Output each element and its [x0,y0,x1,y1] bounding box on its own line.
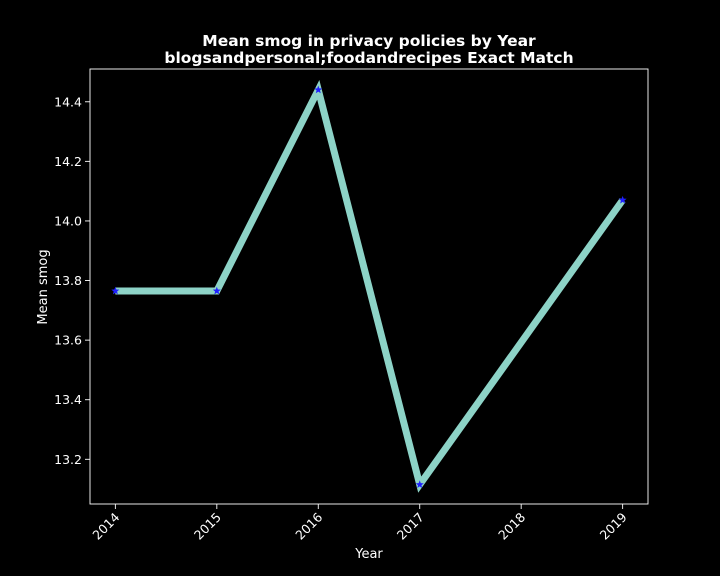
y-axis-label: Mean smog [36,249,51,324]
y-tick-label: 13.8 [54,273,82,288]
data-markers [111,85,627,489]
x-tick-label: 2018 [495,509,528,542]
chart-title: Mean smog in privacy policies by Year [202,32,536,50]
data-point-marker [415,480,424,489]
plot-area [89,68,649,505]
series-line [115,79,626,493]
x-tick-label: 2014 [89,509,122,542]
data-point-marker [111,286,120,295]
y-tick-label: 14.0 [54,213,82,228]
chart-subtitle: blogsandpersonal;foodandrecipes Exact Ma… [164,49,573,67]
y-tick-label: 13.4 [54,392,82,407]
y-tick-label: 13.6 [54,333,82,348]
x-tick-label: 2017 [394,510,427,543]
x-axis-label: Year [354,547,383,562]
y-tick-label: 13.2 [54,452,82,467]
data-point-marker [212,286,221,295]
data-point-marker [618,195,627,204]
y-axis: 13.2 13.4 13.6 13.8 14.0 14.2 14.4 [54,94,90,467]
data-point-marker [314,85,323,94]
x-axis: 2014 2015 2016 2017 2018 2019 [89,504,630,543]
y-tick-label: 14.2 [54,154,82,169]
x-tick-label: 2019 [597,509,630,542]
x-tick-label: 2016 [292,509,325,542]
x-tick-label: 2015 [191,510,224,543]
y-tick-label: 14.4 [54,94,82,109]
